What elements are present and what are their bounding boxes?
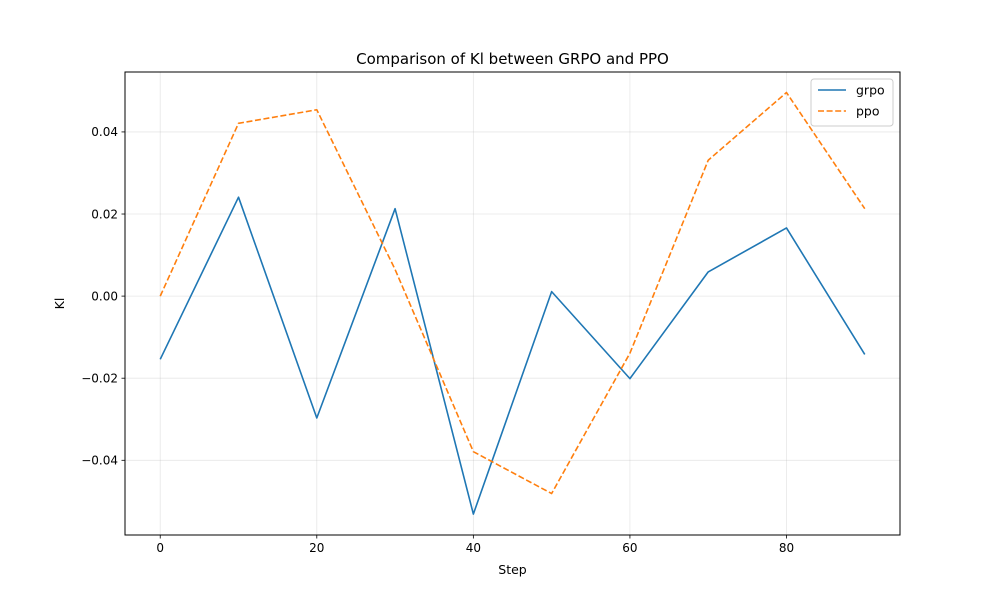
grid [125,72,900,535]
x-tick-label: 20 [309,541,324,555]
x-tick-label: 40 [466,541,481,555]
series-line-ppo [159,91,866,495]
y-tick-label: 0.04 [91,125,118,139]
axis-ticks: 0 20 40 60 80 −0.04 −0.02 0.00 0.02 0.04 [81,125,794,555]
chart-title: Comparison of Kl between GRPO and PPO [356,50,669,68]
y-axis-label: Kl [52,298,67,310]
plot-frame [124,71,901,536]
legend: grpo ppo [810,78,894,127]
x-axis-label: Step [498,562,527,577]
legend-label-grpo: grpo [856,83,885,98]
y-tick-label: 0.02 [91,207,118,221]
y-tick-label: 0.00 [91,289,118,303]
legend-label-ppo: ppo [856,104,880,119]
series-line-grpo [159,196,866,515]
x-tick-label: 80 [779,541,794,555]
x-tick-label: 60 [622,541,637,555]
series-lines [159,91,866,515]
y-tick-label: −0.02 [81,372,118,386]
y-tick-label: −0.04 [81,454,118,468]
x-tick-label: 0 [156,541,164,555]
